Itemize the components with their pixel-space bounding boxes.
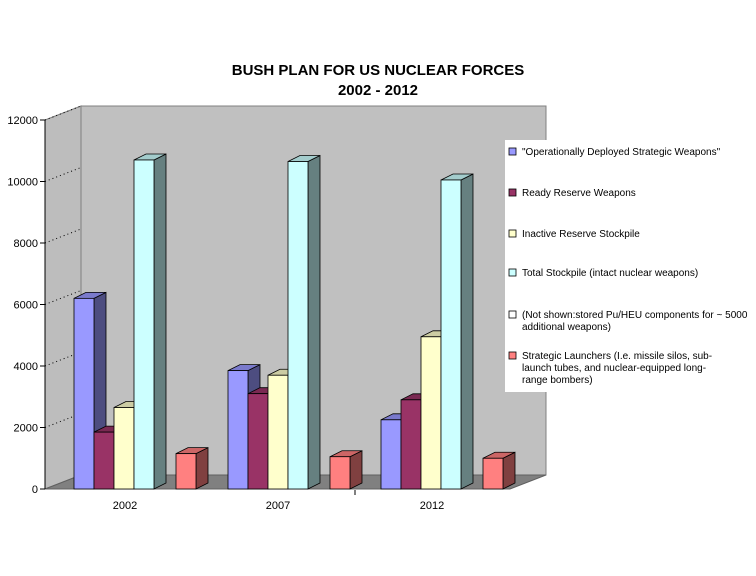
bar-2012-series-4 bbox=[440, 173, 474, 490]
legend: "Operationally Deployed Strategic Weapon… bbox=[505, 140, 755, 392]
y-tick-label: 12000 bbox=[7, 115, 38, 127]
legend-label: Inactive Reserve Stockpile bbox=[522, 229, 640, 240]
bar-front-face bbox=[175, 453, 197, 490]
legend-swatch bbox=[508, 310, 517, 319]
bar-group-2002 bbox=[73, 153, 209, 490]
bar-front-face bbox=[93, 431, 115, 490]
legend-label: launch tubes, and nuclear-equipped long- bbox=[522, 363, 706, 374]
legend-label: Total Stockpile (intact nuclear weapons) bbox=[522, 268, 698, 279]
y-tick-label: 6000 bbox=[14, 300, 38, 312]
gridline-side bbox=[44, 167, 82, 182]
bar-front-face bbox=[247, 393, 269, 490]
gridline-side bbox=[44, 290, 82, 305]
bar-group-2007 bbox=[227, 154, 363, 490]
legend-swatch bbox=[508, 229, 517, 238]
bar-front-face bbox=[440, 179, 462, 490]
y-tick-label: 4000 bbox=[14, 361, 38, 373]
gridline-side bbox=[44, 105, 82, 121]
bar-front-face bbox=[267, 374, 289, 490]
bar-2002-series-6 bbox=[175, 446, 209, 490]
legend-swatch bbox=[508, 147, 517, 156]
legend-item: Strategic Launchers (I.e. missile silos,… bbox=[508, 351, 712, 386]
bar-side-face bbox=[460, 173, 474, 490]
y-tick-label: 2000 bbox=[14, 423, 38, 435]
bar-front-face bbox=[133, 159, 155, 490]
legend-item: Inactive Reserve Stockpile bbox=[508, 229, 640, 240]
bar-2012-series-6 bbox=[482, 451, 516, 490]
bar-2007-series-4 bbox=[287, 154, 321, 490]
bar-side-face bbox=[153, 153, 167, 490]
bar-front-face bbox=[420, 336, 442, 490]
x-tick-label: 2002 bbox=[113, 500, 137, 512]
bar-front-face bbox=[227, 370, 249, 490]
legend-label: additional weapons) bbox=[522, 322, 611, 333]
bar-front-face bbox=[73, 297, 95, 490]
legend-item: Total Stockpile (intact nuclear weapons) bbox=[508, 268, 698, 279]
legend-swatch bbox=[508, 268, 517, 277]
y-tick-label: 10000 bbox=[7, 177, 38, 189]
chart-title-line-2: 2002 - 2012 bbox=[338, 82, 418, 99]
bar-side-face bbox=[349, 450, 363, 490]
y-axis: 0 2000 4000 6000 8000 10000 12000 bbox=[7, 115, 46, 496]
legend-item: "Operationally Deployed Strategic Weapon… bbox=[508, 147, 721, 158]
x-tick-label: 2007 bbox=[266, 500, 290, 512]
legend-box bbox=[505, 140, 755, 392]
bar-front-face bbox=[380, 419, 402, 490]
x-tick-label: 2012 bbox=[420, 500, 444, 512]
bar-side-face bbox=[307, 154, 321, 490]
bar-side-face bbox=[195, 446, 209, 490]
legend-label: Ready Reserve Weapons bbox=[522, 188, 636, 199]
bar-front-face bbox=[113, 407, 135, 490]
gridline-side bbox=[44, 228, 82, 244]
chart-title-line-1: BUSH PLAN FOR US NUCLEAR FORCES bbox=[232, 62, 525, 79]
bar-2007-series-6 bbox=[329, 450, 363, 490]
bar-front-face bbox=[287, 161, 309, 490]
legend-item: Ready Reserve Weapons bbox=[508, 188, 636, 199]
bar-group-2012 bbox=[380, 173, 516, 490]
legend-label: Strategic Launchers (I.e. missile silos,… bbox=[522, 351, 712, 362]
legend-item: (Not shown:stored Pu/HEU components for … bbox=[508, 310, 748, 333]
x-axis: 2002 2007 2012 bbox=[113, 490, 444, 512]
bar-front-face bbox=[329, 456, 351, 490]
bar-front-face bbox=[400, 399, 422, 490]
y-tick-label: 0 bbox=[32, 484, 38, 496]
legend-label: "Operationally Deployed Strategic Weapon… bbox=[522, 147, 721, 158]
bar-front-face bbox=[482, 457, 504, 490]
legend-label: (Not shown:stored Pu/HEU components for … bbox=[522, 310, 748, 321]
legend-swatch bbox=[508, 351, 517, 360]
legend-swatch bbox=[508, 188, 517, 197]
chart-title: BUSH PLAN FOR US NUCLEAR FORCES 2002 - 2… bbox=[232, 62, 525, 99]
bars bbox=[73, 153, 516, 490]
legend-label: range bombers) bbox=[522, 375, 593, 386]
bar-2002-series-4 bbox=[133, 153, 167, 490]
y-tick-label: 8000 bbox=[14, 238, 38, 250]
